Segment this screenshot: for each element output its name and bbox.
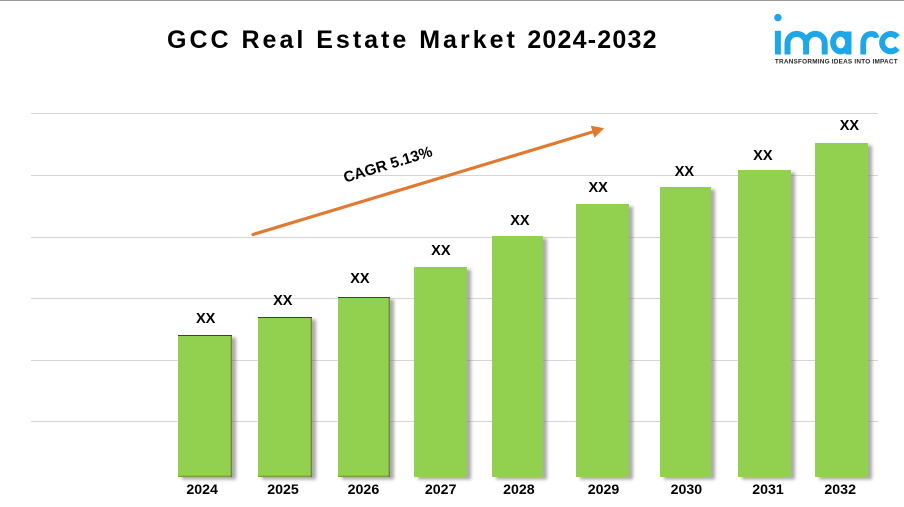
svg-text:TRANSFORMING IDEAS INTO IMPACT: TRANSFORMING IDEAS INTO IMPACT <box>775 58 898 65</box>
